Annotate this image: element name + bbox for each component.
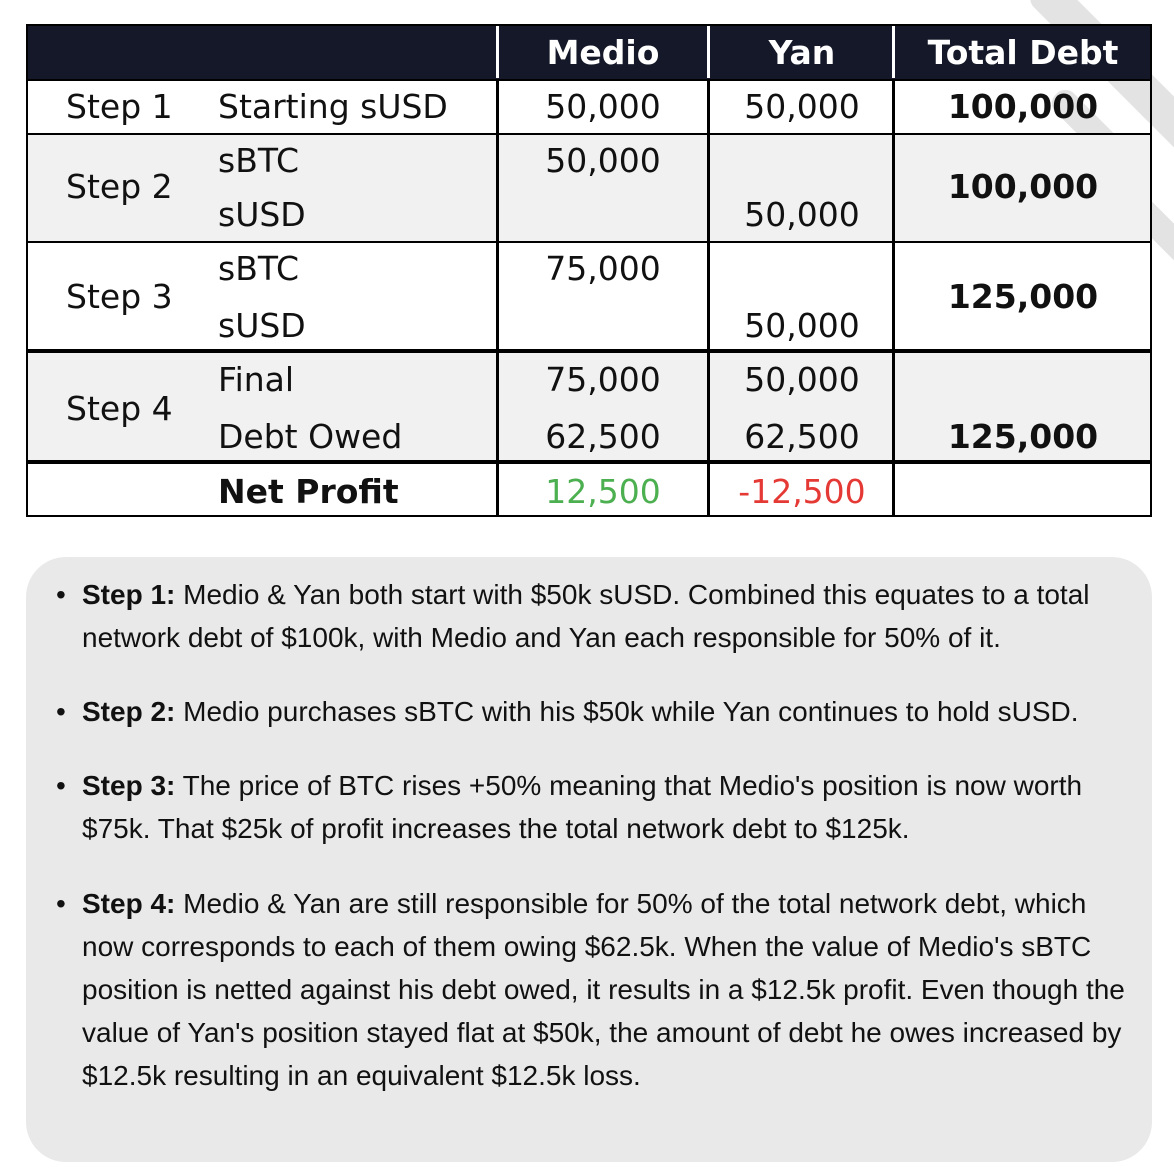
row-band [28, 133, 1150, 241]
row-label: sBTC [218, 249, 300, 288]
step-label: Step 1 [66, 87, 173, 126]
yan-value: 50,000 [744, 306, 860, 345]
yan-value: 62,500 [744, 417, 860, 456]
header-total-debt: Total Debt [927, 33, 1119, 72]
step-label: Step 4 [66, 389, 173, 428]
medio-value: 75,000 [545, 360, 661, 399]
row-label: Final [218, 360, 295, 399]
step-label: Step 2 [66, 167, 173, 206]
explanation-panel [26, 557, 1152, 1162]
step-label: Step 3 [66, 277, 173, 316]
total-debt-value: 125,000 [947, 277, 1099, 316]
table-header [28, 26, 1150, 80]
total-debt-value: 100,000 [947, 87, 1099, 126]
header-medio: Medio [546, 33, 660, 72]
net-profit-label: Net Profit [218, 472, 399, 511]
row-label: sUSD [218, 195, 306, 234]
medio-value: 62,500 [545, 417, 661, 456]
note-step-4: • Step 4: Medio & Yan are still responsib… [56, 888, 1125, 1091]
debt-table: Medio Yan Total Debt Step 1 Starting sUS… [26, 24, 1152, 517]
yan-net-profit: -12,500 [738, 472, 866, 511]
medio-value: 50,000 [545, 87, 661, 126]
header-yan: Yan [768, 33, 836, 72]
row-band [28, 350, 1150, 461]
note-step-2: • Step 2: Medio purchases sBTC with his $… [56, 696, 1079, 727]
total-debt-value: 100,000 [947, 167, 1099, 206]
row-label: Starting sUSD [218, 87, 448, 126]
medio-net-profit: 12,500 [545, 472, 661, 511]
row-label: sUSD [218, 306, 306, 345]
note-step-3: • Step 3: The price of BTC rises +50% mea… [56, 770, 1083, 844]
yan-value: 50,000 [744, 87, 860, 126]
medio-value: 75,000 [545, 249, 661, 288]
row-label: Debt Owed [218, 417, 403, 456]
note-step-1: • Step 1: Medio & Yan both start with $50… [56, 579, 1090, 653]
yan-value: 50,000 [744, 195, 860, 234]
medio-value: 50,000 [545, 141, 661, 180]
yan-value: 50,000 [744, 360, 860, 399]
row-label: sBTC [218, 141, 300, 180]
total-debt-value: 125,000 [947, 417, 1099, 456]
